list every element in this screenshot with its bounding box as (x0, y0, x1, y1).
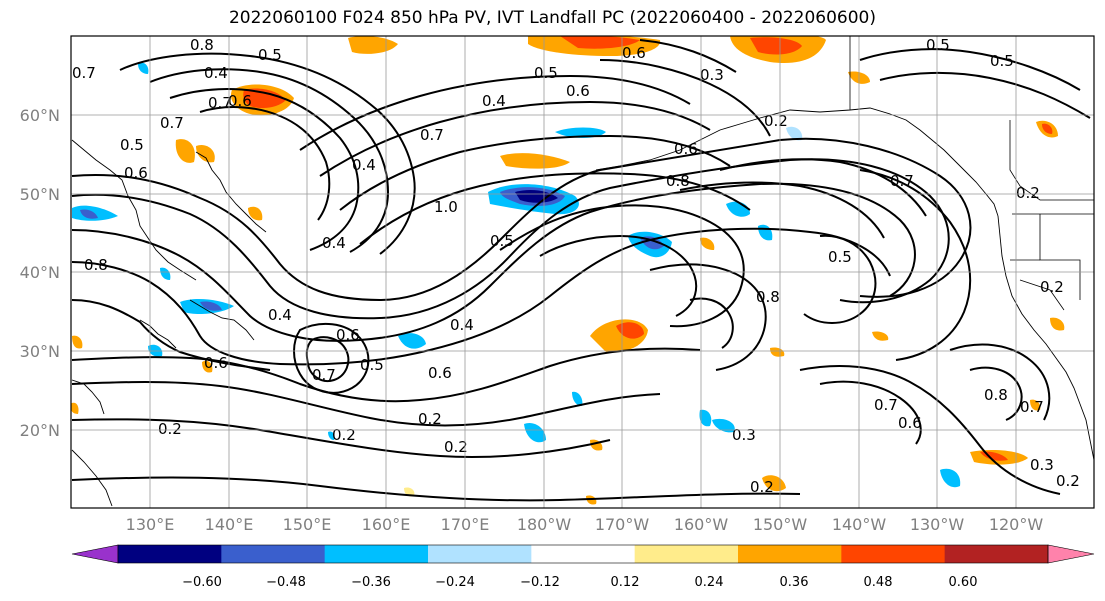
contour-labels: 0.8 0.5 0.4 0.7 0.6 0.5 0.6 0.7 0.4 0.7 … (72, 36, 1080, 496)
contour-label: 0.4 (352, 156, 376, 174)
contour-label: 0.5 (926, 36, 950, 54)
contour-label: 0.7 (312, 366, 336, 384)
lon-tick-label: 180°W (517, 515, 572, 534)
contour-label: 0.2 (158, 420, 182, 438)
colorbar-bin (324, 545, 429, 563)
colorbar-outline (117, 544, 1049, 564)
contour-label: 0.4 (268, 306, 292, 324)
contour-label: 0.6 (124, 164, 148, 182)
contour-label: 0.6 (566, 82, 590, 100)
colorbar-tick-label: 0.12 (611, 575, 640, 590)
contour-label: 0.7 (420, 126, 444, 144)
contour-label: 0.2 (1016, 184, 1040, 202)
contour-label: 0.8 (984, 386, 1008, 404)
contour-label: 0.2 (444, 438, 468, 456)
colorbar-bin (634, 545, 739, 563)
colorbar-bin (531, 545, 636, 563)
contour-label: 0.6 (674, 140, 698, 158)
contour-label: 0.4 (450, 316, 474, 334)
contour-label: 0.4 (204, 64, 228, 82)
lat-tick-label: 30°N (20, 342, 60, 361)
lon-tick-label: 150°W (753, 515, 808, 534)
contour-label: 1.0 (434, 198, 458, 216)
colorbar-bin (944, 545, 1049, 563)
contour-label: 0.2 (1056, 472, 1080, 490)
colorbar-bin (118, 545, 222, 563)
colorbar-arrow-right (1047, 544, 1095, 564)
contour-label: 0.8 (190, 36, 214, 54)
contour-label: 0.2 (764, 112, 788, 130)
contour-label: 0.6 (898, 414, 922, 432)
lon-tick-label: 160°E (362, 515, 411, 534)
lon-tick-label: 140°E (205, 515, 254, 534)
lat-tick-label: 20°N (20, 421, 60, 440)
contour-label: 0.5 (120, 136, 144, 154)
contour-label: 0.5 (534, 64, 558, 82)
colorbar-tick-label: 0.48 (864, 575, 893, 590)
colorbar-tick-label: −0.48 (266, 575, 306, 590)
colorbar-ticks: −0.60 −0.48 −0.36 −0.24 −0.12 0.12 0.24 … (182, 575, 977, 590)
contour-label: 0.7 (208, 94, 232, 112)
contour-label: 0.8 (666, 172, 690, 190)
colorbar-tick-label: 0.24 (695, 575, 724, 590)
lat-tick-label: 50°N (20, 185, 60, 204)
colorbar-tick-label: −0.24 (435, 575, 475, 590)
colorbar-arrow-left (71, 544, 119, 564)
contour-label: 0.4 (322, 234, 346, 252)
gridlines (71, 36, 1094, 508)
lon-tick-label: 170°E (441, 515, 490, 534)
lon-labels: 130°E 140°E 150°E 160°E 170°E 180°W 170°… (126, 515, 1044, 534)
contour-label: 0.7 (1020, 398, 1044, 416)
contour-label: 0.7 (874, 396, 898, 414)
contour-label: 0.6 (622, 44, 646, 62)
contour-label: 0.2 (750, 478, 774, 496)
contour-label: 0.3 (700, 66, 724, 84)
contour-label: 0.2 (418, 410, 442, 428)
contour-label: 0.7 (72, 64, 96, 82)
pv-contours (71, 39, 1091, 502)
lon-tick-label: 160°W (674, 515, 729, 534)
contour-label: 0.7 (890, 172, 914, 190)
contour-label: 0.5 (828, 248, 852, 266)
lat-tick-label: 40°N (20, 263, 60, 282)
colorbar-tick-label: −0.36 (351, 575, 391, 590)
colorbar-tick-label: 0.36 (780, 575, 809, 590)
coastlines (71, 36, 1094, 507)
contour-label: 0.6 (204, 354, 228, 372)
colorbar-bin (221, 545, 326, 563)
contour-label: 0.7 (160, 114, 184, 132)
contour-label: 0.2 (332, 426, 356, 444)
map-frame (70, 35, 1095, 509)
contour-label: 0.8 (84, 256, 108, 274)
colorbar-tick-label: −0.12 (520, 575, 560, 590)
contour-label: 0.6 (428, 364, 452, 382)
lon-tick-label: 150°E (283, 515, 332, 534)
colorbar-tick-label: −0.60 (182, 575, 222, 590)
colorbar-bin (841, 545, 946, 563)
lon-tick-label: 130°E (126, 515, 175, 534)
contour-label: 0.3 (732, 426, 756, 444)
lon-tick-label: 140°W (832, 515, 887, 534)
lon-tick-label: 170°W (595, 515, 650, 534)
contour-label: 0.3 (1030, 456, 1054, 474)
lat-tick-label: 60°N (20, 106, 60, 125)
lon-tick-label: 120°W (989, 515, 1044, 534)
contour-label: 0.2 (1040, 278, 1064, 296)
contour-label: 0.5 (990, 52, 1014, 70)
contour-label: 0.4 (482, 92, 506, 110)
contour-label: 0.8 (756, 288, 780, 306)
contour-label: 0.6 (336, 326, 360, 344)
colorbar (71, 544, 1095, 564)
contour-label: 0.5 (258, 46, 282, 64)
colorbar-tick-label: 0.60 (949, 575, 978, 590)
lat-labels: 60°N 50°N 40°N 30°N 20°N (20, 106, 60, 440)
contour-label: 0.6 (228, 92, 252, 110)
map-title: 2022060100 F024 850 hPa PV, IVT Landfall… (228, 8, 876, 28)
colorbar-bin (428, 545, 532, 563)
contour-label: 0.5 (490, 232, 514, 250)
contour-label: 0.5 (360, 356, 384, 374)
lon-tick-label: 130°W (910, 515, 965, 534)
colorbar-bin (738, 545, 842, 563)
